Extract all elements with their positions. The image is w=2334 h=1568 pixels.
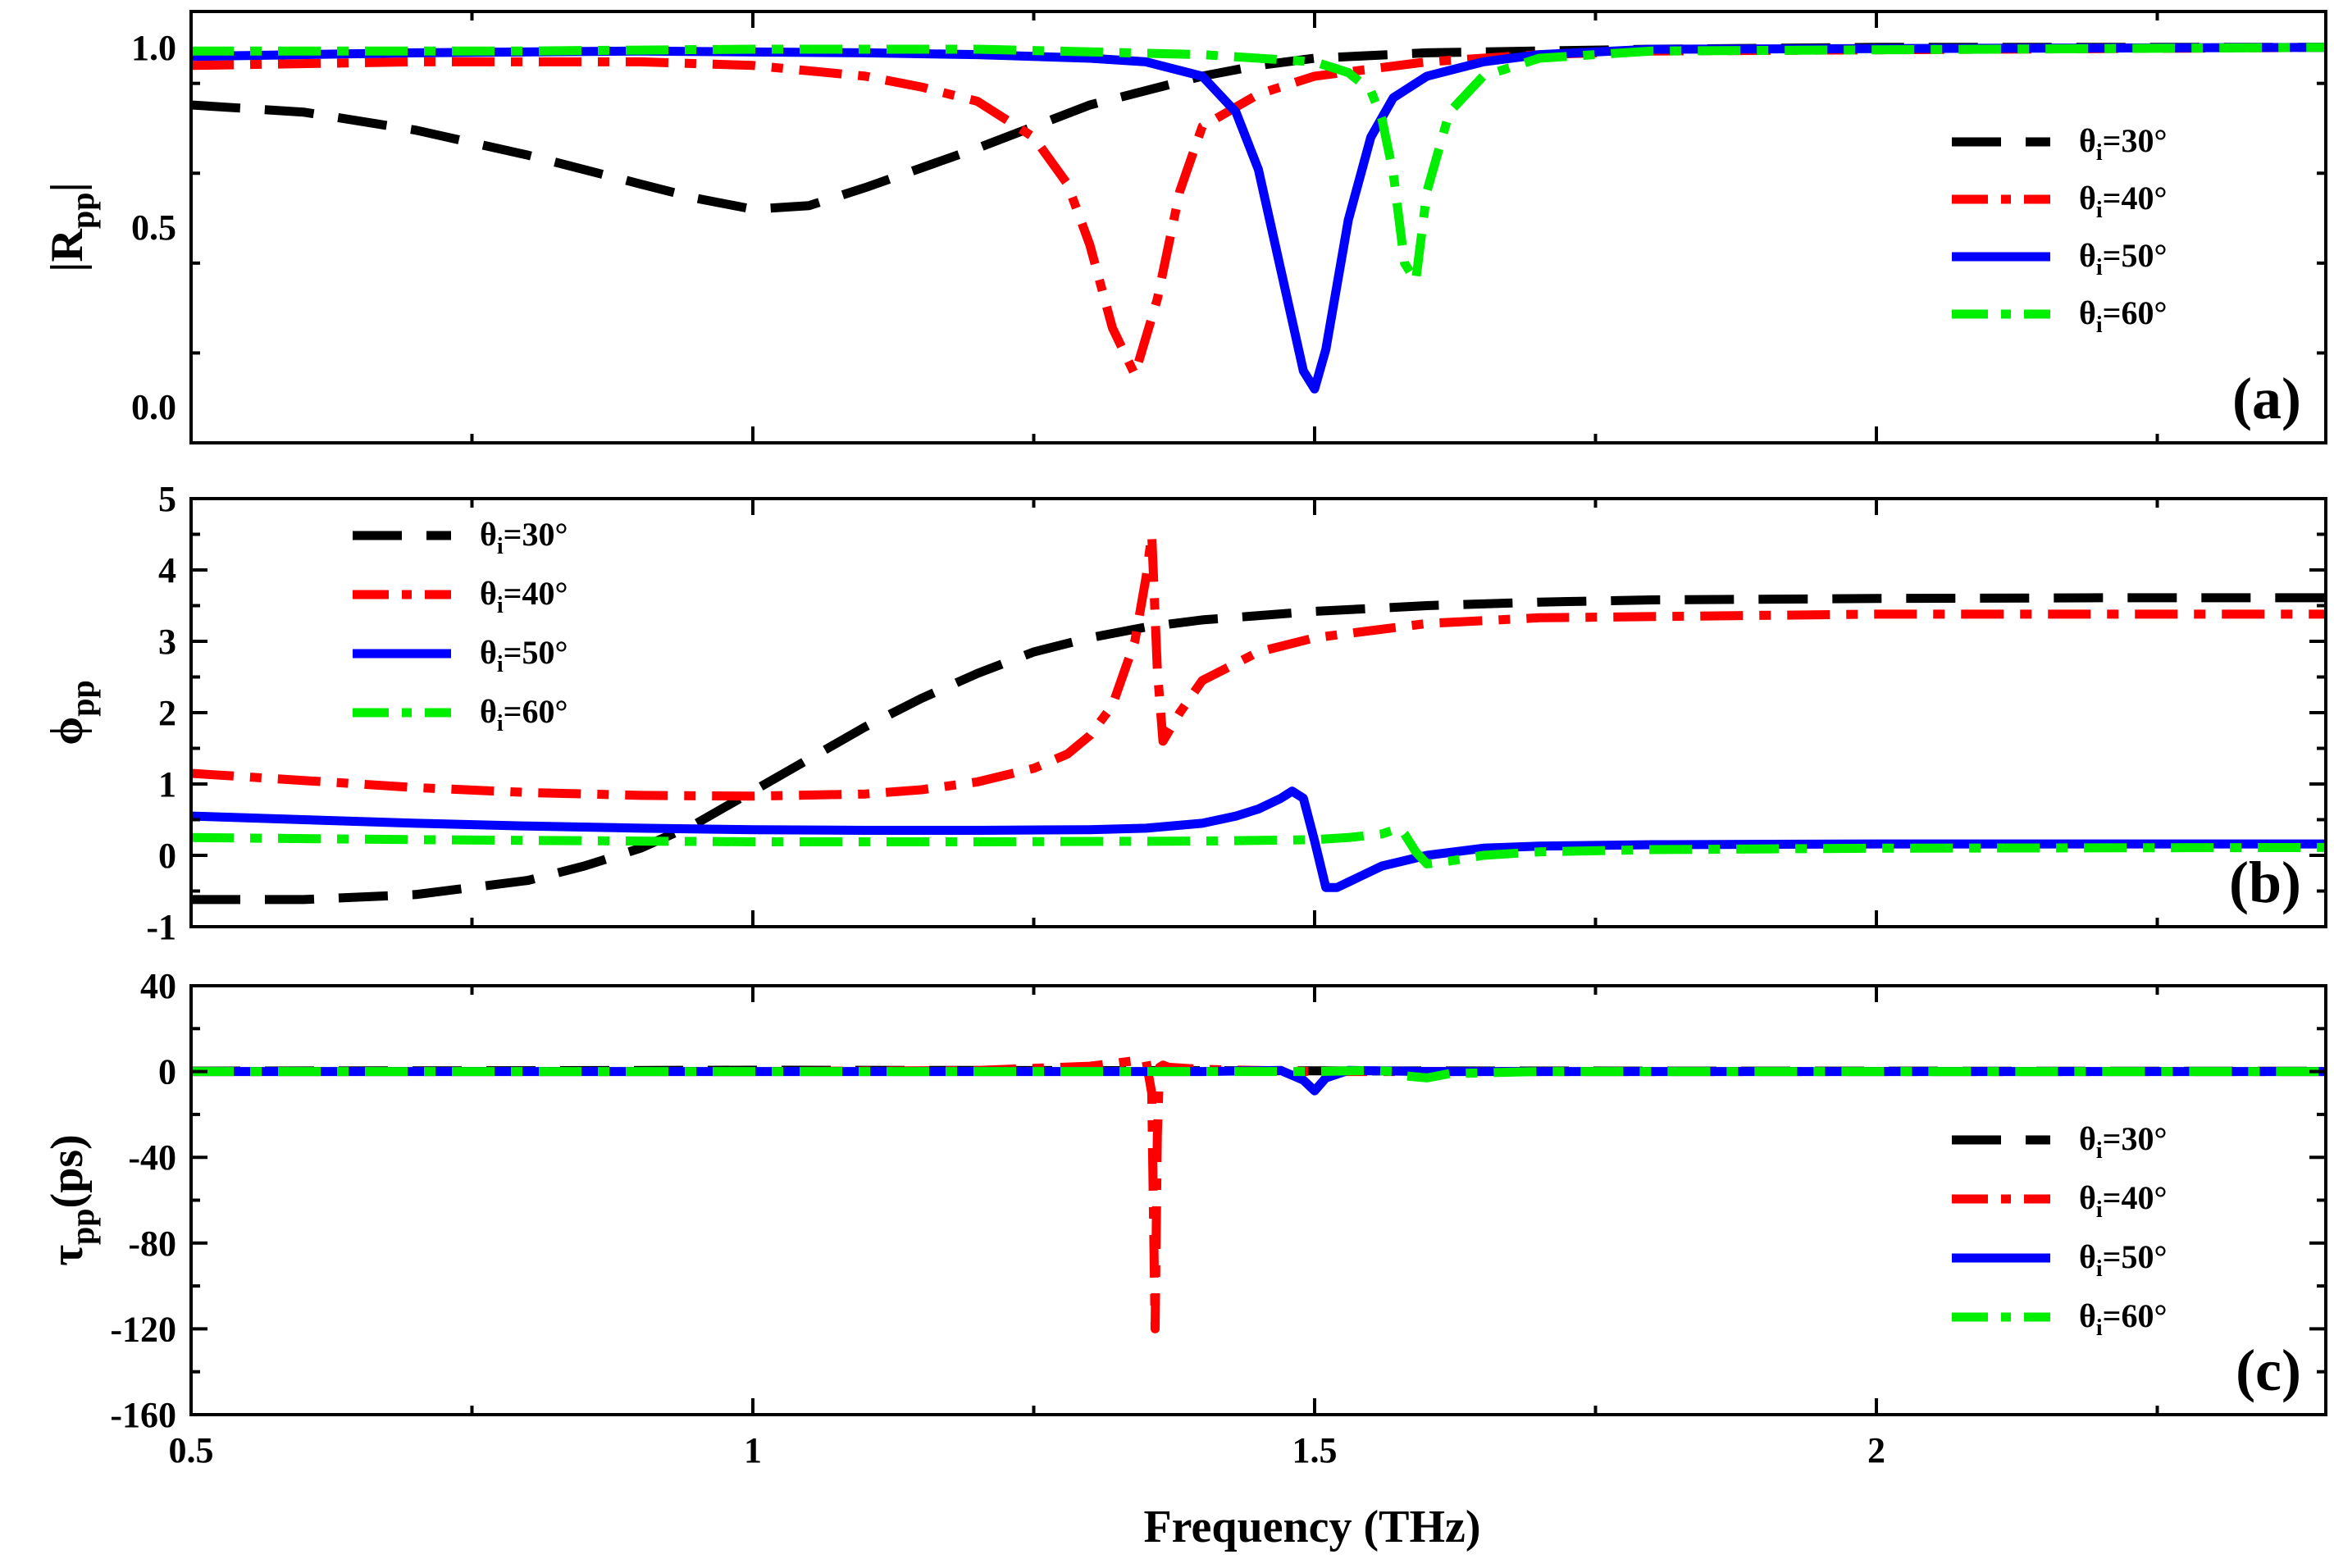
y-tick-label: 3 <box>158 622 176 662</box>
y-axis-title: |Rpp| <box>42 182 101 272</box>
series-line-theta50 <box>191 786 2326 892</box>
legend: θi=30° θi=40° θi=50° θi=60° <box>1952 1120 2167 1341</box>
legend-label-theta50: θi=50° <box>2079 1238 2167 1282</box>
panel-c: -160 -120 -80 -40 0 40 0.5 1 1.5 2 τpp(ps) (c) θi=30… <box>42 966 2327 1470</box>
y-tick-label: 0.5 <box>131 207 176 248</box>
plot-frame <box>189 10 2327 444</box>
y-tick-label: 1.0 <box>131 28 176 68</box>
series-group <box>191 1056 2326 1333</box>
y-tick-label: -40 <box>128 1137 176 1178</box>
series-line-theta50 <box>191 43 2326 394</box>
y-tick-label: 0 <box>158 1052 176 1092</box>
legend-label-theta40: θi=40° <box>2079 180 2167 223</box>
x-tick-label: 1.5 <box>1292 1430 1338 1470</box>
panel-b: -1 0 1 2 3 4 5 ϕpp (b) θi=30° θi=40° θi=50° θi=60° <box>42 479 2327 947</box>
legend-label-theta30: θi=30° <box>2079 1120 2167 1164</box>
panel-a: 0.0 0.5 1.0 |Rpp| (a) θi=30° θi=40° θi=50° θi=60… <box>42 10 2327 444</box>
x-tick-label: 2 <box>1867 1430 1885 1470</box>
series-group <box>191 530 2326 905</box>
y-tick-label: 0 <box>158 836 176 876</box>
y-tick-label: 40 <box>140 966 176 1006</box>
series-line-theta60 <box>191 823 2326 868</box>
x-tick-label: 1 <box>744 1430 762 1470</box>
y-tick-label: 1 <box>158 764 176 805</box>
legend-label-theta30: θi=30° <box>480 516 568 559</box>
legend-label-theta40: θi=40° <box>2079 1179 2167 1223</box>
series-line-theta40 <box>191 530 2326 801</box>
legend-label-theta60: θi=60° <box>2079 1297 2167 1341</box>
legend-label-theta60: θi=60° <box>480 693 568 736</box>
series-line-theta60 <box>191 43 2326 286</box>
series-line-theta40 <box>191 43 2326 380</box>
y-tick-label: -160 <box>110 1395 176 1435</box>
y-tick-label: -120 <box>110 1309 176 1349</box>
panel-label: (c) <box>2236 1338 2301 1403</box>
legend: θi=30° θi=40° θi=50° θi=60° <box>353 516 568 736</box>
legend-label-theta60: θi=60° <box>2079 294 2167 338</box>
series-group <box>191 43 2326 394</box>
y-tick-label: -1 <box>146 907 176 947</box>
y-tick-label: 4 <box>158 550 176 590</box>
series-line-theta60 <box>191 1065 2326 1083</box>
series-line-theta30 <box>191 43 2326 214</box>
y-axis-title: τpp(ps) <box>42 1134 101 1266</box>
legend-label-theta50: θi=50° <box>2079 237 2167 280</box>
y-axis-title: ϕpp <box>42 680 101 745</box>
x-tick-label: 0.5 <box>169 1430 214 1470</box>
panel-label: (a) <box>2232 366 2301 431</box>
x-axis-title: Frequency (THz) <box>1143 1502 1480 1552</box>
y-tick-label: 0.0 <box>131 387 176 427</box>
y-tick-label: 2 <box>158 693 176 733</box>
y-tick-label: -80 <box>128 1224 176 1264</box>
y-tick-label: 5 <box>158 479 176 519</box>
legend-label-theta50: θi=50° <box>480 634 568 677</box>
legend-label-theta40: θi=40° <box>480 575 568 618</box>
legend-label-theta30: θi=30° <box>2079 122 2167 166</box>
legend: θi=30° θi=40° θi=50° θi=60° <box>1952 122 2167 338</box>
panel-label: (b) <box>2229 850 2301 915</box>
series-line-theta30 <box>191 593 2326 905</box>
